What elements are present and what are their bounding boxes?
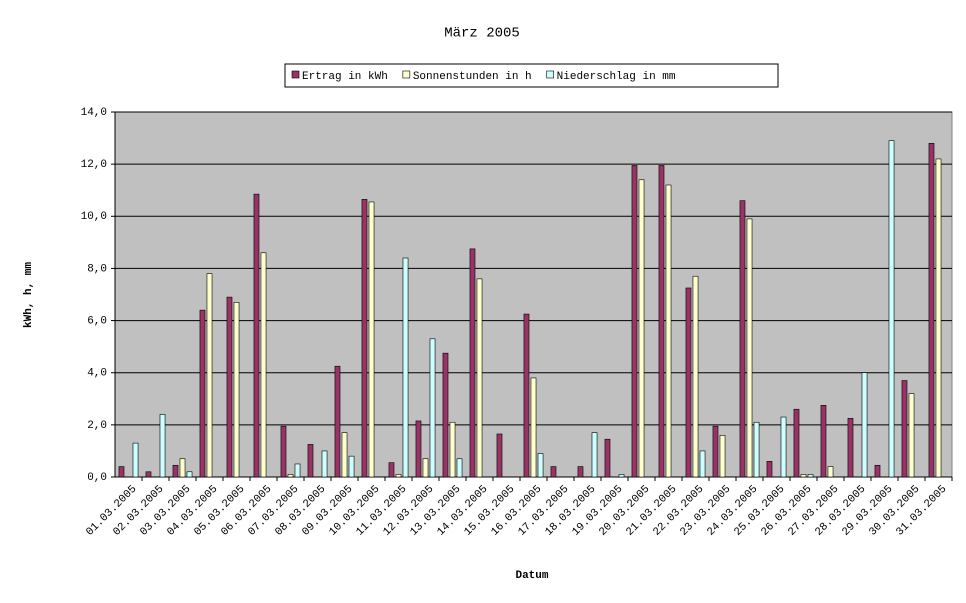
bar bbox=[766, 461, 773, 478]
bar bbox=[550, 466, 557, 478]
legend-label: Niederschlag in mm bbox=[557, 71, 676, 83]
bar bbox=[456, 458, 463, 478]
bar bbox=[226, 296, 233, 478]
bar bbox=[753, 421, 760, 478]
y-tick-label: 14,0 bbox=[81, 107, 107, 119]
x-axis-title: Datum bbox=[515, 570, 548, 582]
bar bbox=[699, 450, 706, 478]
y-tick-label: 0,0 bbox=[87, 472, 107, 484]
y-axis-title: kWh, h, mm bbox=[23, 262, 35, 328]
legend-label: Sonnenstunden in h bbox=[413, 71, 532, 83]
bar bbox=[631, 165, 638, 478]
bar bbox=[469, 248, 476, 478]
bar bbox=[658, 165, 665, 478]
bar bbox=[145, 471, 152, 478]
bar bbox=[307, 444, 314, 478]
bar bbox=[118, 466, 125, 478]
bar bbox=[334, 365, 341, 478]
bar bbox=[159, 414, 166, 478]
bar bbox=[415, 420, 422, 478]
bar bbox=[901, 380, 908, 478]
bar bbox=[422, 458, 429, 478]
y-tick-label: 2,0 bbox=[87, 420, 107, 432]
bar bbox=[807, 474, 814, 478]
bar bbox=[206, 273, 213, 478]
bar bbox=[523, 313, 530, 478]
y-tick-label: 10,0 bbox=[81, 211, 107, 223]
bar bbox=[429, 338, 436, 478]
legend-box bbox=[284, 63, 779, 88]
y-tick-label: 12,0 bbox=[81, 159, 107, 171]
y-tick-label: 4,0 bbox=[87, 368, 107, 380]
bar bbox=[746, 218, 753, 478]
bar bbox=[739, 200, 746, 478]
bar bbox=[847, 418, 854, 478]
bar bbox=[186, 471, 193, 478]
bar bbox=[793, 408, 800, 478]
y-tick-label: 6,0 bbox=[87, 315, 107, 327]
bar bbox=[800, 474, 807, 478]
bar bbox=[388, 462, 395, 478]
bar bbox=[132, 442, 139, 478]
legend-swatch bbox=[402, 70, 411, 79]
bar bbox=[537, 453, 544, 478]
bar bbox=[604, 438, 611, 478]
bar bbox=[233, 302, 240, 478]
bar bbox=[442, 352, 449, 478]
bar bbox=[638, 179, 645, 478]
bar bbox=[719, 434, 726, 478]
bar bbox=[172, 464, 179, 478]
bar bbox=[591, 432, 598, 478]
legend: Ertrag in kWh Sonnenstunden in h Niedersch… bbox=[284, 63, 779, 88]
bar bbox=[361, 199, 368, 478]
bar bbox=[395, 474, 402, 478]
bar bbox=[928, 142, 935, 478]
bar bbox=[496, 433, 503, 478]
y-tick-label: 8,0 bbox=[87, 263, 107, 275]
bar bbox=[179, 458, 186, 478]
bar bbox=[260, 252, 267, 478]
bar bbox=[530, 377, 537, 478]
bar bbox=[820, 405, 827, 478]
bar bbox=[287, 474, 294, 478]
bar bbox=[449, 421, 456, 478]
bar bbox=[577, 466, 584, 478]
bar bbox=[861, 372, 868, 478]
legend-swatch bbox=[546, 70, 554, 79]
bar bbox=[348, 455, 355, 478]
bar bbox=[780, 416, 787, 478]
bar bbox=[665, 184, 672, 478]
bar bbox=[321, 450, 328, 478]
bar bbox=[888, 140, 895, 478]
bar bbox=[476, 278, 483, 478]
bar bbox=[874, 464, 881, 478]
bar bbox=[253, 193, 260, 478]
bar bbox=[280, 425, 287, 478]
bar bbox=[402, 257, 409, 478]
legend-label: Ertrag in kWh bbox=[302, 71, 388, 83]
bar bbox=[294, 463, 301, 478]
bar bbox=[692, 275, 699, 478]
bar bbox=[341, 432, 348, 478]
chart-title: März 2005 bbox=[444, 26, 520, 42]
bar bbox=[712, 425, 719, 478]
bar bbox=[935, 158, 942, 478]
bar bbox=[368, 201, 375, 478]
bar bbox=[908, 393, 915, 478]
bar bbox=[618, 474, 625, 478]
legend-swatch bbox=[291, 70, 300, 79]
bar bbox=[827, 466, 834, 478]
bar bbox=[685, 287, 692, 478]
bar bbox=[199, 309, 206, 478]
